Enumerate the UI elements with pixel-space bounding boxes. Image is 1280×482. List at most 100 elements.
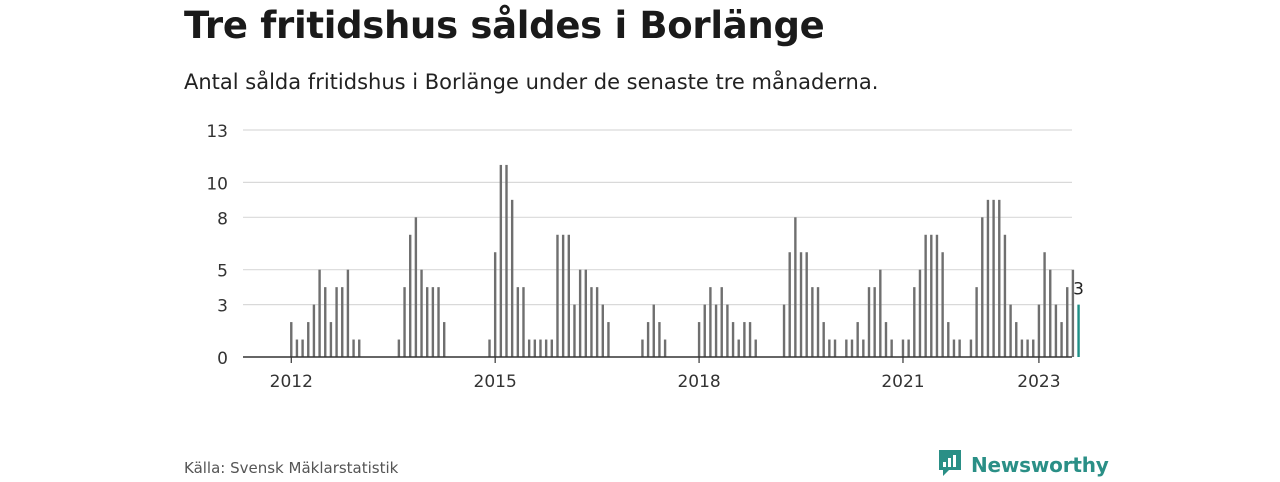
bar xyxy=(833,339,837,357)
bar xyxy=(782,304,786,357)
bar xyxy=(856,322,859,357)
bar xyxy=(658,322,661,357)
bar xyxy=(312,304,316,357)
bar xyxy=(845,339,848,357)
bar xyxy=(1032,339,1035,357)
bar xyxy=(607,322,610,357)
bar xyxy=(318,269,321,357)
bar xyxy=(646,322,650,357)
bar xyxy=(748,322,752,357)
bar xyxy=(947,322,950,357)
bar xyxy=(652,304,655,357)
bar xyxy=(726,304,729,357)
bar xyxy=(544,339,548,357)
bar xyxy=(828,339,831,357)
bar xyxy=(1020,339,1024,357)
bar xyxy=(867,287,871,357)
bar xyxy=(573,304,576,357)
bar xyxy=(329,322,333,357)
chart-title: Tre fritidshus såldes i Borlänge xyxy=(184,4,825,47)
bar xyxy=(884,322,888,357)
bar xyxy=(516,287,520,357)
bar xyxy=(816,287,820,357)
bar xyxy=(1049,269,1052,357)
bar xyxy=(737,339,740,357)
bar xyxy=(527,339,531,357)
bar xyxy=(992,199,995,357)
bar-highlight xyxy=(1077,304,1080,357)
chart-subtitle: Antal sålda fritidshus i Borlänge under … xyxy=(184,70,879,94)
bar xyxy=(998,199,1001,357)
bar xyxy=(794,217,797,357)
bar xyxy=(1037,304,1041,357)
bar xyxy=(641,339,644,357)
bar xyxy=(941,252,944,357)
x-tick-label: 2018 xyxy=(677,372,720,392)
brand-logo[interactable]: Newsworthy xyxy=(937,448,1109,482)
bar xyxy=(975,287,978,357)
bar xyxy=(301,339,304,357)
bar xyxy=(1043,252,1046,357)
bar xyxy=(935,234,939,357)
bar xyxy=(1060,322,1063,357)
bars xyxy=(290,164,1080,357)
source-note: Källa: Svensk Mäklarstatistik xyxy=(184,459,399,477)
bar xyxy=(720,287,723,357)
x-tick-label: 2023 xyxy=(1017,372,1060,392)
bar xyxy=(1003,234,1007,357)
bar xyxy=(601,304,604,357)
bar xyxy=(952,339,956,357)
bar xyxy=(414,217,418,357)
bar xyxy=(1009,304,1012,357)
bar xyxy=(714,304,718,357)
bar xyxy=(397,339,401,357)
y-tick-label: 10 xyxy=(206,174,228,194)
bar xyxy=(539,339,542,357)
bar xyxy=(358,339,361,357)
gridlines xyxy=(243,129,1072,306)
y-tick-label: 13 xyxy=(206,122,228,142)
bar xyxy=(335,287,338,357)
bar xyxy=(561,234,565,357)
bar xyxy=(590,287,593,357)
bar xyxy=(431,287,435,357)
bar xyxy=(924,234,927,357)
bar xyxy=(788,252,791,357)
bar xyxy=(697,322,701,357)
bar xyxy=(403,287,406,357)
bar xyxy=(1071,269,1075,357)
bar xyxy=(890,339,893,357)
bar xyxy=(420,269,423,357)
bar xyxy=(409,234,412,357)
bar xyxy=(930,234,933,357)
bar xyxy=(290,322,293,357)
x-tick-label: 2012 xyxy=(270,372,313,392)
x-tick-label: 2021 xyxy=(881,372,924,392)
bar xyxy=(862,339,865,357)
bar xyxy=(958,339,961,357)
bar xyxy=(595,287,599,357)
bar xyxy=(709,287,712,357)
bar xyxy=(907,339,910,357)
x-tick-label: 2015 xyxy=(474,372,517,392)
bar xyxy=(799,252,803,357)
bar xyxy=(969,339,973,357)
bar xyxy=(426,287,429,357)
bar xyxy=(901,339,905,357)
bar xyxy=(437,287,440,357)
bar xyxy=(510,199,514,357)
bar xyxy=(324,287,327,357)
bar xyxy=(873,287,876,357)
bar xyxy=(584,269,587,357)
bar xyxy=(981,217,984,357)
bar xyxy=(550,339,554,357)
bar xyxy=(499,164,503,357)
bar xyxy=(918,269,922,357)
bar xyxy=(663,339,667,357)
bar xyxy=(850,339,854,357)
y-tick-label: 8 xyxy=(217,209,228,229)
newsworthy-logo-icon xyxy=(937,448,963,482)
bar xyxy=(556,234,559,357)
axes: 0 3 5 8 10 13 3 2012 2015 2018 2021 2023 xyxy=(206,122,1084,392)
bar xyxy=(811,287,814,357)
